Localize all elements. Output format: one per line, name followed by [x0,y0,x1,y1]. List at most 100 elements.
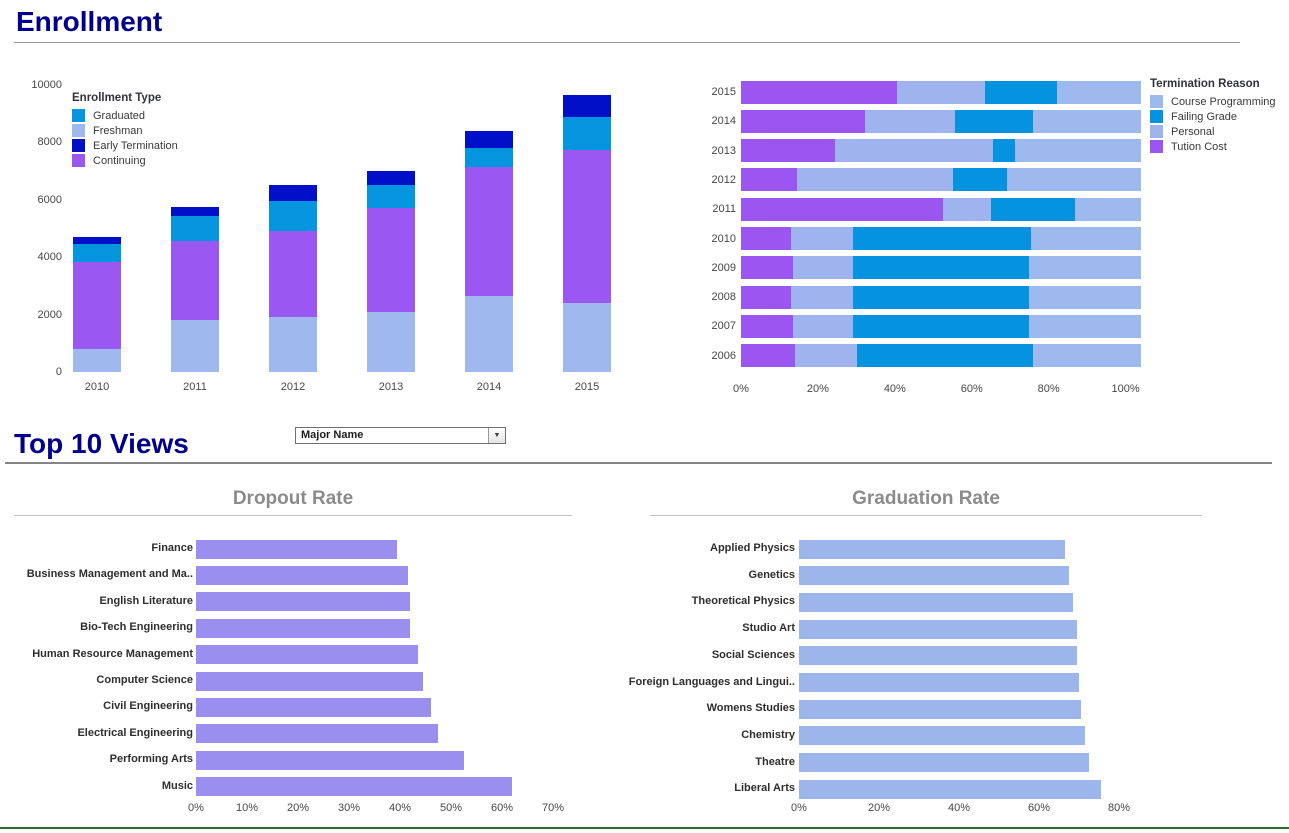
bar-segment-course-programming[interactable] [1029,314,1141,338]
bar-segment-failing-grade[interactable] [853,227,1031,250]
bar-segment-personal[interactable] [793,256,853,280]
bar-segment-failing-grade[interactable] [993,139,1015,163]
legend-item-tution-cost[interactable]: Tution Cost [1150,140,1276,153]
bar-segment-tution-cost[interactable] [741,344,795,368]
bar-segment-tution-cost[interactable] [741,168,797,192]
termination-legend-items: Course Programming Failing Grade Personal T… [1150,95,1276,153]
bar-segment-early-termination[interactable] [367,171,415,186]
bar-segment-continuing[interactable] [465,166,513,296]
bar-segment-continuing[interactable] [367,208,415,312]
legend-item-course-programming[interactable]: Course Programming [1150,95,1276,108]
legend-item-freshman[interactable]: Freshman [72,124,178,137]
bar-segment-course-programming[interactable] [1029,285,1141,309]
bar-segment-tution-cost[interactable] [741,80,897,104]
bar-segment-graduated[interactable] [367,185,415,209]
year-label: 2013 [711,144,736,157]
legend-item-continuing[interactable]: Continuing [72,154,178,167]
bar-computer-science[interactable] [196,671,423,691]
bar-social-sciences[interactable] [799,646,1077,666]
bar-segment-personal[interactable] [835,139,993,163]
bar-segment-early-termination[interactable] [171,206,219,216]
bar-music[interactable] [196,777,513,797]
bar-segment-tution-cost[interactable] [741,314,793,338]
enrollment-legend-title: Enrollment Type [72,92,162,104]
bar-segment-failing-grade[interactable] [853,285,1029,309]
bar-segment-freshman[interactable] [367,311,415,372]
bar-segment-early-termination[interactable] [73,237,121,245]
bar-segment-continuing[interactable] [563,149,611,304]
bar-segment-early-termination[interactable] [563,95,611,117]
bar-segment-graduated[interactable] [171,215,219,242]
bar-segment-freshman[interactable] [73,349,121,372]
bar-segment-personal[interactable] [793,314,853,338]
bar-segment-failing-grade[interactable] [853,314,1029,338]
bar-segment-tution-cost[interactable] [741,197,943,221]
bar-segment-tution-cost[interactable] [741,227,791,250]
bar-segment-course-programming[interactable] [1015,139,1141,163]
bar-english-literature[interactable] [196,592,411,612]
bar-segment-freshman[interactable] [171,320,219,372]
bar-segment-tution-cost[interactable] [741,256,793,280]
bar-segment-course-programming[interactable] [1033,109,1141,133]
bar-segment-freshman[interactable] [563,303,611,372]
bar-segment-tution-cost[interactable] [741,139,835,163]
bar-segment-failing-grade[interactable] [857,344,1033,368]
bar-bio-tech-engineering[interactable] [196,618,411,638]
bar-segment-failing-grade[interactable] [853,256,1029,280]
bar-studio-art[interactable] [799,619,1077,639]
bar-foreign-languages-and-lingui-[interactable] [799,673,1079,692]
bar-segment-continuing[interactable] [73,261,121,350]
bar-business-management-and-ma-[interactable] [196,565,408,585]
bar-segment-personal[interactable] [795,344,857,368]
bar-segment-freshman[interactable] [465,295,513,372]
bar-theatre[interactable] [799,753,1089,773]
bar-segment-continuing[interactable] [171,241,219,321]
bar-segment-course-programming[interactable] [1029,256,1141,280]
legend-item-graduated[interactable]: Graduated [72,109,178,122]
bar-human-resource-management[interactable] [196,645,418,665]
dropdown-arrow-icon[interactable]: ▼ [488,428,505,443]
bar-finance[interactable] [196,539,398,559]
bar-segment-tution-cost[interactable] [741,109,865,133]
bar-segment-course-programming[interactable] [1007,168,1141,192]
bar-segment-graduated[interactable] [73,244,121,262]
bar-segment-freshman[interactable] [269,317,317,372]
bar-segment-failing-grade[interactable] [953,168,1007,192]
bar-segment-personal[interactable] [797,168,953,192]
bar-segment-course-programming[interactable] [1075,197,1141,221]
bar-civil-engineering[interactable] [196,697,431,717]
bar-theoretical-physics[interactable] [799,592,1073,612]
legend-item-early-termination[interactable]: Early Termination [72,139,178,152]
bar-segment-graduated[interactable] [563,116,611,150]
bar-segment-personal[interactable] [943,197,991,221]
bar-segment-tution-cost[interactable] [741,285,791,309]
bar-electrical-engineering[interactable] [196,724,439,744]
bar-segment-personal[interactable] [865,109,955,133]
legend-item-failing-grade[interactable]: Failing Grade [1150,110,1276,123]
bar-segment-course-programming[interactable] [1031,227,1141,250]
x-axis-label: 60% [490,802,514,814]
bar-segment-personal[interactable] [897,80,985,104]
bar-segment-continuing[interactable] [269,231,317,318]
bar-segment-personal[interactable] [791,285,853,309]
legend-item-personal[interactable]: Personal [1150,125,1276,138]
bar-chemistry[interactable] [799,726,1085,746]
bar-segment-graduated[interactable] [465,148,513,167]
bar-segment-failing-grade[interactable] [955,109,1033,133]
bar-performing-arts[interactable] [196,750,464,770]
year-label: 2012 [711,173,736,186]
bar-segment-failing-grade[interactable] [985,80,1057,104]
bar-segment-personal[interactable] [791,227,853,250]
bar-applied-physics[interactable] [799,539,1065,559]
bar-segment-graduated[interactable] [269,201,317,232]
bar-liberal-arts[interactable] [799,779,1101,799]
bar-segment-early-termination[interactable] [269,185,317,202]
bar-segment-course-programming[interactable] [1057,80,1141,104]
major-name-dropdown[interactable]: Major Name ▼ [295,427,506,444]
bar-genetics[interactable] [799,566,1069,586]
bar-segment-early-termination[interactable] [465,130,513,149]
bar-segment-course-programming[interactable] [1033,344,1141,368]
year-label: 2014 [711,115,736,128]
bar-segment-failing-grade[interactable] [991,197,1075,221]
bar-womens-studies[interactable] [799,699,1081,719]
